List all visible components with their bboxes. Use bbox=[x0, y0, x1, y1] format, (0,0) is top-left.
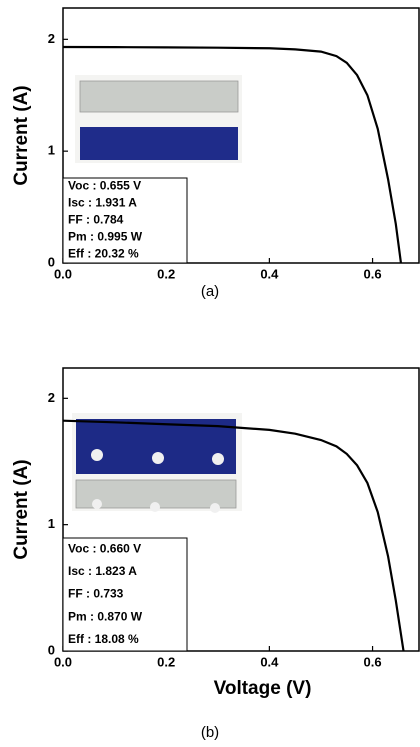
annotation: Pm : 0.995 W bbox=[68, 230, 143, 244]
x-axis-label: Voltage (V) bbox=[214, 678, 312, 699]
annotation-box bbox=[62, 177, 188, 264]
y-tick-label: 1 bbox=[48, 143, 55, 158]
annotation: Eff : 20.32 % bbox=[68, 247, 139, 261]
y-tick-label: 0 bbox=[48, 642, 55, 657]
photo-a bbox=[75, 75, 242, 163]
caption: (b) bbox=[201, 724, 219, 741]
x-tick-label: 0.0 bbox=[54, 266, 72, 281]
x-tick-label: 0.6 bbox=[364, 654, 382, 669]
y-tick-label: 1 bbox=[48, 516, 55, 531]
y-tick-label: 0 bbox=[48, 254, 55, 269]
caption: (a) bbox=[201, 283, 219, 300]
x-tick-label: 0.2 bbox=[157, 266, 175, 281]
x-tick-label: 0.4 bbox=[260, 654, 279, 669]
photo-b bbox=[72, 413, 242, 513]
annotation: Voc : 0.660 V bbox=[68, 541, 141, 555]
annotation: Voc : 0.655 V bbox=[68, 179, 141, 193]
x-tick-label: 0.2 bbox=[157, 654, 175, 669]
plot-frame bbox=[62, 367, 420, 652]
iv-curve bbox=[62, 45, 403, 264]
x-tick-label: 0.0 bbox=[54, 654, 72, 669]
annotation: FF : 0.733 bbox=[68, 587, 124, 601]
annotation: Isc : 1.931 A bbox=[68, 196, 137, 210]
x-tick-label: 0.4 bbox=[260, 266, 279, 281]
y-axis-label: Current (A) bbox=[11, 85, 32, 185]
y-axis-label: Current (A) bbox=[11, 459, 32, 559]
annotation: FF : 0.784 bbox=[68, 213, 124, 227]
annotation-box bbox=[62, 537, 188, 652]
x-tick-label: 0.6 bbox=[364, 266, 382, 281]
annotation: Pm : 0.870 W bbox=[68, 609, 143, 623]
annotation: Isc : 1.823 A bbox=[68, 564, 137, 578]
plot-frame bbox=[62, 7, 420, 264]
y-tick-label: 2 bbox=[48, 31, 55, 46]
annotation: Eff : 18.08 % bbox=[68, 632, 139, 646]
y-tick-label: 2 bbox=[48, 390, 55, 405]
iv-curve bbox=[62, 419, 405, 652]
